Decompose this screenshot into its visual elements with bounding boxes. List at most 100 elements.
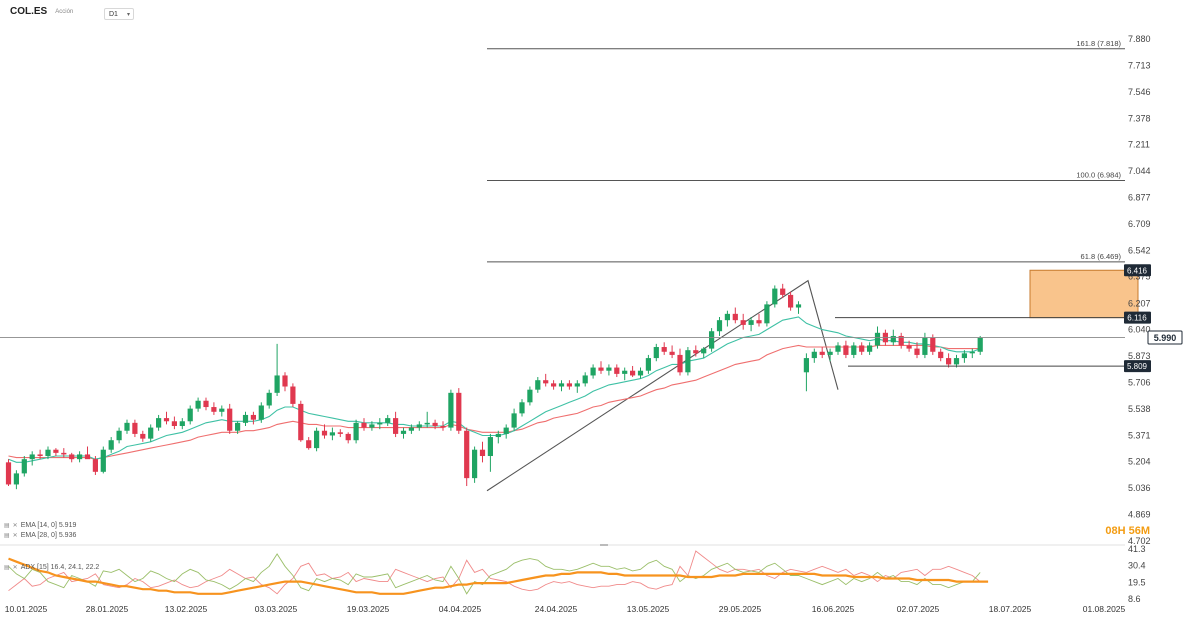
candle-body (803, 358, 809, 373)
candle-body (258, 405, 264, 420)
current-price-tag-bg (1147, 330, 1183, 345)
y-tick-label: 6.709 (1128, 219, 1151, 229)
chevron-down-icon[interactable]: ▾ (126, 12, 130, 18)
fib-level-label: 161.8 (7.818) (1076, 39, 1121, 48)
y-tick-label: 7.211 (1128, 140, 1150, 150)
candle-body (195, 400, 201, 409)
candle-body (969, 351, 975, 354)
price-tag-text: 6.116 (1127, 314, 1147, 323)
candle-body (13, 473, 19, 485)
adx-panel (0, 544, 1125, 595)
candle-body (574, 383, 580, 387)
candle-body (148, 427, 154, 439)
candle-body (930, 337, 936, 352)
candle-body (630, 370, 636, 376)
candle-countdown: 08H 56M (1105, 525, 1150, 537)
candle-body (851, 345, 857, 355)
y-tick-label: 4.702 (1128, 536, 1151, 546)
x-tick-label: 29.05.2025 (719, 604, 762, 614)
indicator-close-icon[interactable]: ✕ (12, 533, 18, 539)
price-axis[interactable]: 7.880 7.713 7.546 7.378 7.211 7.044 6.877 6.709… (1128, 34, 1151, 604)
adx-di-minus-line (8, 550, 981, 595)
legend-ema28[interactable]: ▤ ✕ EMA [28, 0] 5.936 (4, 532, 76, 539)
y-tick-label: 5.873 (1128, 351, 1151, 361)
candle-body (898, 335, 904, 346)
indicator-settings-icon[interactable]: ▤ (4, 565, 10, 571)
candle-body (187, 408, 193, 422)
candle-body (867, 345, 873, 352)
fib-level-label: 100.0 (6.984) (1076, 171, 1121, 180)
x-tick-label: 01.08.2025 (1083, 604, 1126, 614)
candle-body (914, 348, 920, 355)
candle-body (385, 418, 391, 423)
x-tick-label: 19.03.2025 (347, 604, 390, 614)
legend-adx[interactable]: ▤ ✕ ADX [15] 16.4, 24.1, 22.2 (4, 564, 99, 571)
price-tag-bg (1124, 360, 1151, 373)
candle-body (219, 408, 225, 412)
candle-body (84, 454, 91, 460)
candle-body (124, 422, 130, 431)
candle-body (464, 430, 470, 479)
y-tick-label: 4.869 (1128, 510, 1151, 520)
candle-body (961, 353, 967, 359)
indicator-settings-icon[interactable]: ▤ (4, 523, 10, 529)
y-tick-label: 5.204 (1128, 457, 1151, 467)
candle-body (321, 430, 328, 436)
ema14-line (8, 316, 981, 463)
adx-tick-label: 19.5 (1128, 577, 1146, 587)
y-tick-label: 7.546 (1128, 87, 1151, 97)
x-tick-label: 03.03.2025 (255, 604, 298, 614)
candle-body (503, 427, 509, 434)
price-tag-text: 5.809 (1127, 362, 1148, 371)
candle-body (811, 351, 817, 359)
candle-body (45, 449, 51, 457)
candle-body (693, 350, 699, 354)
candle-body (859, 345, 865, 352)
candle-body (171, 421, 177, 427)
indicator-close-icon[interactable]: ✕ (12, 565, 18, 571)
candle-body (408, 427, 414, 431)
indicator-close-icon[interactable]: ✕ (12, 523, 18, 529)
candle-body (479, 449, 486, 457)
y-tick-label: 7.880 (1128, 34, 1151, 44)
candle-body (282, 375, 288, 387)
candle-body (645, 358, 651, 371)
y-tick-label: 5.371 (1128, 430, 1151, 440)
candle-body (298, 403, 304, 441)
candle-body (235, 422, 241, 431)
timeframe-value: D1 (109, 11, 118, 18)
x-tick-label: 13.05.2025 (627, 604, 670, 614)
legend-adx-text: ADX [15] 16.4, 24.1, 22.2 (20, 564, 100, 571)
time-axis[interactable]: 10.01.2025 28.01.2025 13.02.2025 03.03.2025… (5, 604, 1126, 614)
candle-body (179, 421, 185, 427)
candle-body (377, 422, 383, 425)
candle-body (250, 414, 256, 420)
legend-ema14[interactable]: ▤ ✕ EMA [14, 0] 5.919 (4, 522, 76, 529)
fib-target-zone (1029, 269, 1139, 319)
horizontal-lines-layer (0, 317, 1125, 367)
candle-body (361, 422, 367, 428)
candle-body (132, 422, 138, 434)
candle-body (590, 367, 596, 376)
candle-body (543, 380, 549, 384)
candle-body (274, 375, 280, 393)
candle-body (661, 347, 667, 352)
candle-body (100, 449, 106, 472)
y-tick-label: 7.044 (1128, 166, 1151, 176)
candle-body (306, 440, 312, 449)
candle-body (732, 313, 738, 321)
fib-level-label: 61.8 (6.469) (1081, 252, 1122, 261)
x-tick-label: 24.04.2025 (535, 604, 578, 614)
candle-body (614, 367, 620, 374)
candle-body (780, 288, 786, 295)
candle-body (519, 402, 525, 414)
symbol-name[interactable]: COL.ES (10, 6, 48, 17)
candle-body (748, 320, 754, 325)
candle-body (938, 351, 944, 359)
indicator-settings-icon[interactable]: ▤ (4, 533, 10, 539)
candle-body (393, 418, 399, 434)
timeframe-select[interactable]: D1 ▾ (104, 8, 134, 20)
candle-body (92, 459, 98, 472)
